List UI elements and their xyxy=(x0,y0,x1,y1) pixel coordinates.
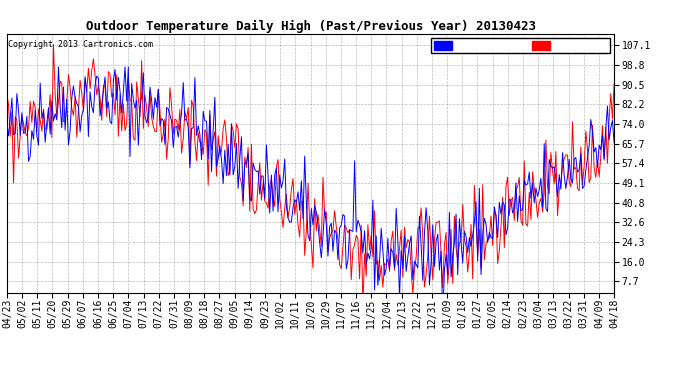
Title: Outdoor Temperature Daily High (Past/Previous Year) 20130423: Outdoor Temperature Daily High (Past/Pre… xyxy=(86,20,535,33)
Text: Copyright 2013 Cartronics.com: Copyright 2013 Cartronics.com xyxy=(8,40,153,49)
Legend: Previous  (°F), Past  (°F): Previous (°F), Past (°F) xyxy=(431,38,609,53)
